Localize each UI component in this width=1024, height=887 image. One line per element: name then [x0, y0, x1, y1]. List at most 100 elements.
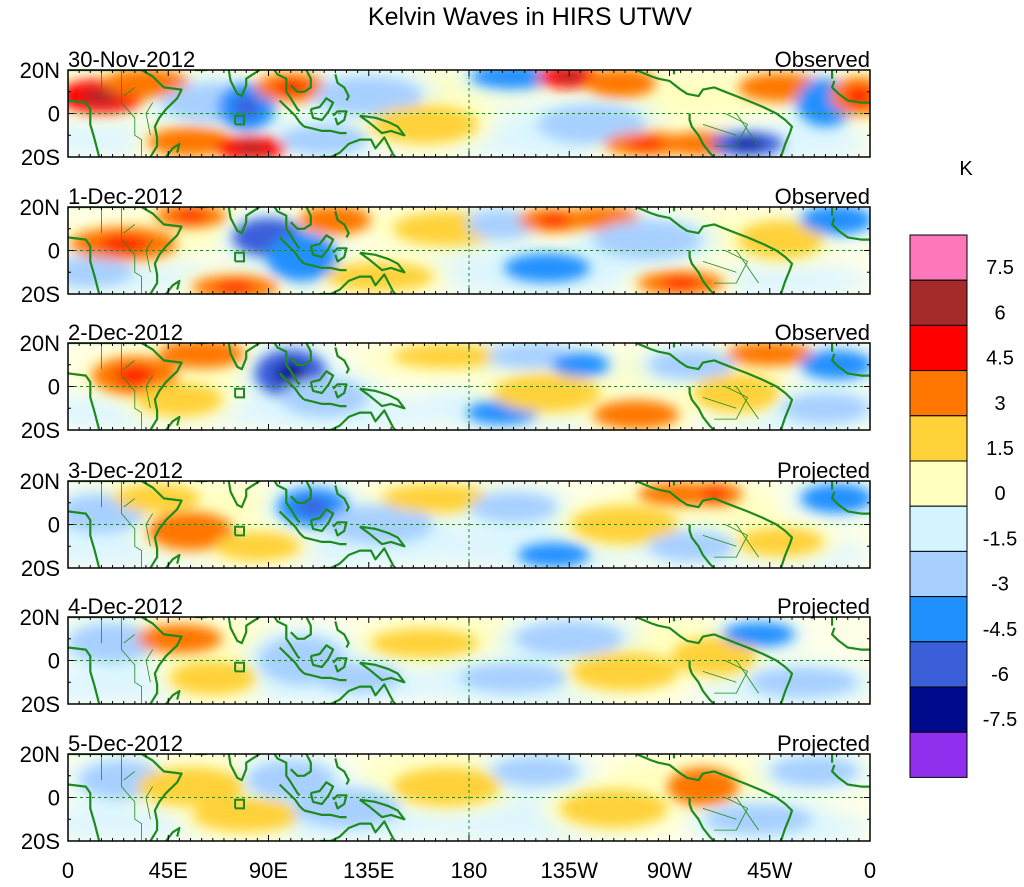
coastline: [309, 644, 335, 669]
country-border: [735, 797, 759, 831]
coastlines: [68, 70, 870, 157]
panel-kind: Projected: [777, 731, 870, 756]
coastline: [165, 553, 181, 568]
coastline: [688, 386, 715, 430]
anomaly-cell: [771, 757, 858, 786]
coastline: [635, 481, 794, 568]
country-border: [714, 660, 749, 694]
coastline: [309, 781, 335, 806]
coastline: [68, 646, 101, 704]
coastline: [830, 491, 870, 515]
coastline: [334, 621, 350, 648]
y-tick-label: 20N: [20, 331, 60, 356]
anomaly-core: [701, 488, 727, 500]
anomaly-core: [686, 778, 719, 796]
country-border: [702, 671, 737, 683]
coastline: [273, 207, 301, 250]
anomaly-core: [820, 213, 853, 227]
coastline: [332, 794, 348, 810]
y-tick-label: 0: [48, 786, 60, 811]
colorbar-swatch: [909, 550, 968, 598]
y-tick-label: 0: [48, 239, 60, 264]
coastline: [319, 409, 397, 430]
anomaly-core: [99, 236, 148, 252]
anomaly-cell: [293, 789, 400, 828]
colorbar-level-label: -7.5: [983, 709, 1017, 731]
coastline: [830, 80, 870, 104]
anomaly-core: [731, 138, 764, 150]
anomaly-cell: [326, 505, 434, 544]
anomaly-cell: [738, 220, 824, 259]
country-border: [714, 386, 749, 420]
anomaly-cell: [68, 257, 134, 287]
coastline: [273, 343, 301, 386]
coastline: [309, 370, 335, 395]
country-border: [121, 207, 142, 294]
coastline: [278, 372, 305, 401]
coastline: [68, 236, 101, 294]
coastline: [140, 481, 183, 568]
anomaly-core: [761, 80, 801, 94]
y-tick-label: 0: [48, 102, 60, 127]
panel-kind: Observed: [775, 184, 870, 209]
colorbar-level-label: 6: [994, 302, 1005, 324]
coastline: [68, 510, 101, 568]
coastline: [332, 110, 348, 126]
coastline: [68, 99, 101, 157]
anomaly-cell: [136, 382, 223, 417]
y-tick-label: 0: [48, 649, 60, 674]
coastline: [278, 783, 305, 812]
coastline: [165, 826, 181, 841]
colorbar-swatch: [909, 731, 968, 778]
coastline: [303, 672, 347, 682]
coastlines: [68, 207, 870, 294]
anomaly-core: [171, 135, 210, 149]
coastline: [830, 764, 870, 788]
y-tick-label: 20S: [21, 418, 60, 443]
panel-3: 20N 0 20S 2-Dec-2012 Observed: [20, 320, 871, 443]
anomaly-cell: [738, 527, 824, 557]
anomaly-core: [661, 277, 700, 289]
coastline: [68, 783, 101, 841]
anomaly-core: [215, 282, 255, 293]
x-tick-label: 0: [62, 858, 74, 883]
coastline: [359, 525, 406, 548]
coastline: [278, 236, 305, 265]
country-border: [702, 261, 737, 273]
country-border: [145, 786, 154, 820]
coastline: [660, 207, 676, 212]
coastline: [830, 217, 870, 241]
colorbar-level-label: -1.5: [983, 528, 1017, 550]
coastline: [660, 481, 676, 486]
panel-date: 2-Dec-2012: [68, 320, 183, 345]
coastline: [140, 343, 183, 430]
coastline: [334, 347, 350, 374]
coastline: [165, 689, 181, 704]
country-border: [145, 102, 154, 136]
anomaly-cell: [470, 492, 557, 522]
coastline: [688, 250, 715, 294]
anomaly-core: [537, 549, 570, 561]
coastline: [688, 524, 715, 568]
x-tick-label: 45W: [747, 858, 792, 883]
y-tick-label: 20N: [20, 742, 60, 767]
coastline: [359, 798, 406, 821]
colorbar-level-label: 3: [994, 393, 1005, 415]
country-border: [121, 617, 142, 704]
coastline: [195, 617, 262, 645]
panel-date: 3-Dec-2012: [68, 458, 183, 483]
coastline: [273, 754, 301, 797]
country-border: [702, 808, 737, 820]
y-tick-label: 20N: [20, 58, 60, 83]
anomaly-core: [627, 138, 667, 150]
anomaly-cell: [281, 378, 367, 417]
anomaly-cell: [571, 652, 679, 691]
country-border: [702, 124, 737, 136]
anomaly-cell: [571, 505, 679, 544]
coastline: [334, 758, 350, 785]
anomaly-core: [820, 491, 853, 505]
coastline: [635, 617, 794, 704]
anomaly-cell: [460, 663, 568, 693]
anomaly-cell: [214, 531, 301, 561]
